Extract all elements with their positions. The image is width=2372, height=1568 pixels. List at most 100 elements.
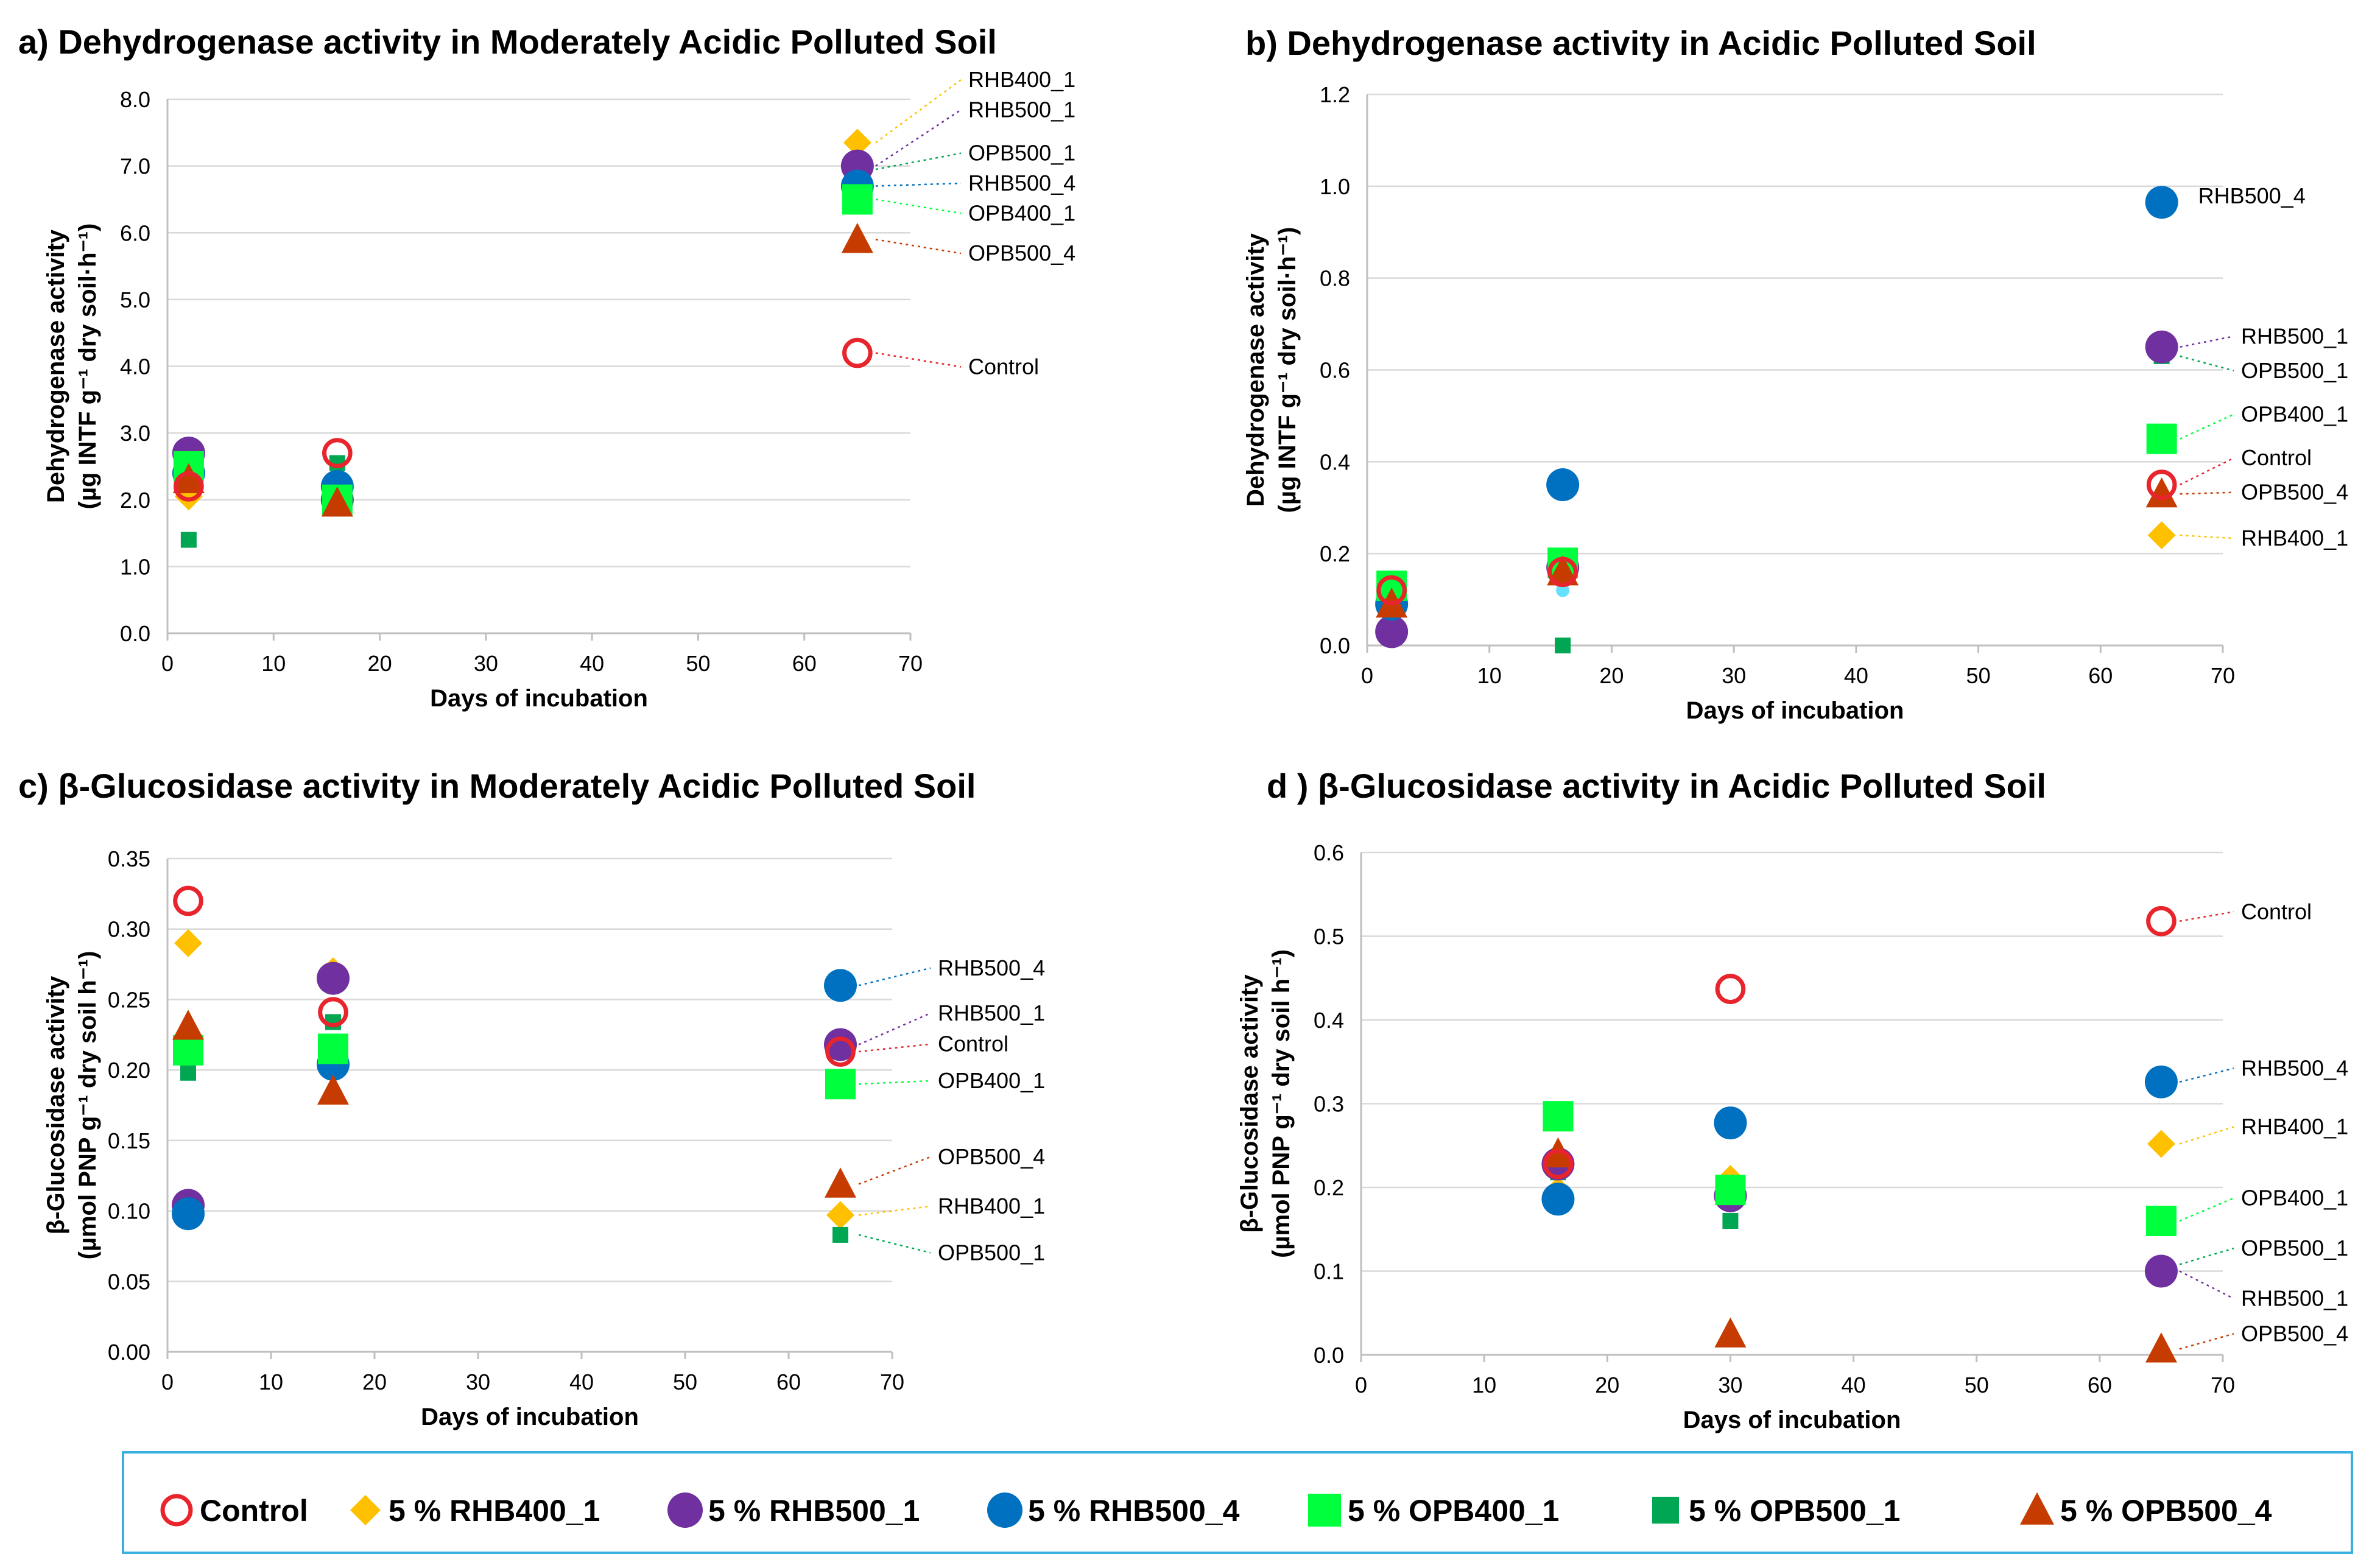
annotation-leader [875, 182, 962, 187]
y-tick-label: 0.6 [1320, 358, 1350, 383]
data-point-opb400-1 [1715, 1175, 1746, 1206]
annotation-label: OPB500_4 [968, 241, 1075, 265]
y-tick-label: 2.0 [120, 488, 150, 513]
x-tick-label: 10 [261, 651, 286, 676]
data-point-rhb400-1 [174, 929, 202, 957]
data-point-rhb500-1 [2145, 330, 2178, 364]
y-tick-label: 0.20 [108, 1058, 150, 1083]
data-point-control [2146, 905, 2177, 937]
y-tick-label: 0.1 [1314, 1259, 1344, 1284]
data-point-opb500-4 [825, 1167, 856, 1198]
annotation-label: RHB500_4 [2241, 1055, 2348, 1080]
y-tick-label: 0.00 [108, 1340, 150, 1365]
chart-c: c) β-Glucosidase activity in Moderately … [18, 767, 1045, 1430]
x-tick-label: 0 [161, 651, 174, 676]
x-tick-label: 70 [2211, 1373, 2235, 1397]
x-tick-label: 50 [686, 651, 710, 676]
chart-title: c) β-Glucosidase activity in Moderately … [18, 767, 976, 805]
x-tick-label: 30 [1718, 1373, 1742, 1397]
data-point-opb400-1 [842, 184, 873, 215]
annotation-leader [2180, 457, 2234, 486]
x-axis-label: Days of incubation [421, 1404, 639, 1430]
legend-label: Control [200, 1494, 308, 1528]
legend-marker-control [160, 1494, 193, 1527]
y-tick-label: 0.05 [108, 1269, 150, 1294]
legend-marker-opb500-1 [1652, 1497, 1679, 1524]
legend-label: 5 % OPB500_4 [2060, 1494, 2272, 1528]
x-tick-label: 60 [2088, 663, 2113, 688]
data-point-opb500-1 [180, 532, 197, 548]
data-point-opb400-1 [173, 1035, 203, 1066]
annotation-leader [875, 79, 962, 144]
data-point-control [322, 438, 353, 468]
annotation-label: OPB500_1 [2241, 358, 2348, 383]
annotation-label: RHB400_1 [968, 67, 1075, 92]
data-point-opb500-4 [2145, 1332, 2177, 1363]
annotation-leader [2180, 413, 2234, 440]
annotation-leader [858, 1043, 931, 1053]
y-tick-label: 0.3 [1314, 1092, 1344, 1117]
annotation-leader [875, 352, 962, 368]
x-tick-label: 20 [362, 1369, 387, 1394]
data-point-control [1547, 557, 1578, 588]
data-point-opb500-4 [1714, 1317, 1747, 1348]
data-point-rhb500-4 [1714, 1106, 1747, 1140]
chart-b: b) Dehydrogenase activity in Acidic Poll… [1242, 24, 2348, 724]
y-tick-label: 1.2 [1320, 82, 1350, 107]
data-point-control [1715, 974, 1746, 1004]
data-point-opb500-4 [841, 222, 873, 253]
annotation-label: RHB500_4 [938, 955, 1045, 980]
chart-title: d ) β-Glucosidase activity in Acidic Pol… [1267, 767, 2046, 805]
annotation-label: Control [2241, 445, 2312, 470]
x-tick-label: 20 [1595, 1373, 1619, 1397]
legend-marker-rhb500-4 [987, 1492, 1022, 1528]
y-tick-label: 0.30 [108, 917, 150, 942]
y-axis-label: β-Glucosidase activity [43, 976, 69, 1234]
y-tick-label: 0.8 [1320, 266, 1350, 291]
legend-marker-rhb500-1 [667, 1492, 703, 1528]
data-point-opb500-4 [317, 1074, 349, 1105]
y-axis-label-units: (µmol PNP g⁻¹ dry soil h⁻¹) [74, 951, 101, 1260]
x-tick-label: 60 [776, 1369, 801, 1394]
annotation-leader [2179, 1197, 2234, 1222]
y-tick-label: 0.2 [1314, 1175, 1344, 1200]
annotation-label: OPB500_1 [968, 141, 1075, 166]
y-axis-label: Dehydrogenase activity [1242, 233, 1269, 507]
y-tick-label: 0.10 [108, 1199, 150, 1224]
data-point-opb400-1 [2145, 1206, 2177, 1236]
x-tick-label: 50 [1966, 663, 1991, 688]
annotation-leader [858, 1234, 931, 1254]
y-tick-label: 1.0 [120, 554, 150, 579]
x-tick-label: 10 [1477, 663, 1502, 688]
data-point-control [842, 337, 873, 368]
annotation-label: RHB500_4 [968, 171, 1075, 195]
annotation-leader [2180, 491, 2234, 495]
y-tick-label: 0.0 [1320, 633, 1350, 658]
x-tick-label: 10 [259, 1369, 283, 1394]
x-tick-label: 50 [1965, 1373, 1989, 1397]
annotation-label: OPB400_1 [938, 1068, 1045, 1093]
x-tick-label: 0 [161, 1369, 174, 1394]
legend-label: 5 % RHB500_4 [1028, 1494, 1240, 1528]
y-tick-label: 0.2 [1320, 541, 1350, 566]
x-tick-label: 60 [2088, 1373, 2112, 1397]
annotation-label: RHB500_1 [2241, 1286, 2348, 1311]
x-axis-label: Days of incubation [1686, 697, 1904, 724]
data-point-opb500-1 [1555, 638, 1571, 653]
legend-marker-rhb400-1 [350, 1495, 381, 1525]
y-axis-label-units: (µg INTF g⁻¹ dry soil·h⁻¹) [74, 223, 101, 510]
data-point-control [1376, 575, 1407, 606]
data-point-opb500-4 [2145, 477, 2178, 508]
y-axis-label: Dehydrogenase activity [43, 229, 69, 503]
annotation-label: RHB400_1 [2241, 526, 2348, 550]
annotation-label: OPB400_1 [2241, 401, 2348, 426]
annotation-leader [2179, 1270, 2234, 1299]
legend-label: 5 % OPB400_1 [1348, 1494, 1559, 1528]
annotation-label: OPB500_4 [2241, 1321, 2348, 1346]
data-point-rhb400-1 [2147, 1130, 2175, 1158]
data-point-rhb400-1 [843, 128, 871, 157]
x-tick-label: 20 [368, 651, 392, 676]
annotation-leader [858, 1012, 931, 1046]
data-point-rhb500-4 [1541, 1183, 1575, 1216]
annotation-label: Control [938, 1032, 1008, 1056]
